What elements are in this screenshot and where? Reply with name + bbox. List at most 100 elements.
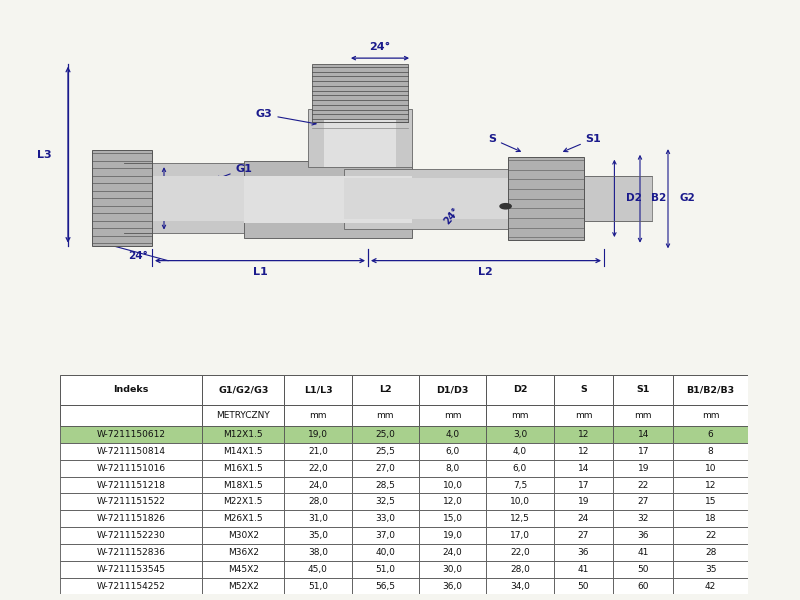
Bar <box>284 426 352 443</box>
Text: 25,5: 25,5 <box>375 447 395 456</box>
Bar <box>486 460 554 476</box>
Bar <box>60 511 202 527</box>
Bar <box>284 404 352 426</box>
Text: L3: L3 <box>37 150 51 160</box>
Bar <box>284 493 352 511</box>
Bar <box>486 375 554 404</box>
Text: W-7211151016: W-7211151016 <box>97 464 166 473</box>
Bar <box>486 527 554 544</box>
Bar <box>284 544 352 561</box>
Bar <box>284 443 352 460</box>
Text: 56,5: 56,5 <box>375 582 395 591</box>
Text: D3: D3 <box>334 78 350 88</box>
Text: 28,0: 28,0 <box>510 565 530 574</box>
Bar <box>124 176 340 221</box>
Text: mm: mm <box>377 411 394 420</box>
Text: 18: 18 <box>705 514 716 523</box>
Bar <box>674 443 748 460</box>
Bar <box>92 150 152 245</box>
Text: 6,0: 6,0 <box>446 447 460 456</box>
Text: 30,0: 30,0 <box>442 565 462 574</box>
Text: L2: L2 <box>478 267 493 277</box>
Bar <box>352 426 419 443</box>
Bar <box>244 161 412 238</box>
Bar <box>352 544 419 561</box>
Bar <box>202 404 284 426</box>
Text: 10,0: 10,0 <box>510 497 530 506</box>
Text: 15: 15 <box>705 497 716 506</box>
Bar <box>674 561 748 578</box>
Text: 3,0: 3,0 <box>513 430 527 439</box>
Bar <box>60 404 202 426</box>
Text: D2: D2 <box>626 193 642 203</box>
Text: 10,0: 10,0 <box>442 481 462 490</box>
Bar <box>419 443 486 460</box>
Bar <box>486 404 554 426</box>
Bar <box>674 476 748 493</box>
Text: 36: 36 <box>638 531 649 540</box>
Text: 24,0: 24,0 <box>442 548 462 557</box>
Bar <box>284 561 352 578</box>
Text: 12,0: 12,0 <box>442 497 462 506</box>
Text: M52X2: M52X2 <box>228 582 258 591</box>
Text: W-7211151218: W-7211151218 <box>97 481 166 490</box>
Text: 12,5: 12,5 <box>510 514 530 523</box>
Text: S: S <box>488 134 520 152</box>
Text: 19: 19 <box>578 497 590 506</box>
Bar <box>419 544 486 561</box>
Text: W-7211152230: W-7211152230 <box>97 531 166 540</box>
Bar <box>202 493 284 511</box>
Bar <box>324 120 396 167</box>
Text: 41: 41 <box>578 565 589 574</box>
Text: 28,0: 28,0 <box>308 497 328 506</box>
Text: 27: 27 <box>638 497 649 506</box>
Text: 36: 36 <box>578 548 590 557</box>
Bar <box>202 511 284 527</box>
Bar <box>584 176 652 221</box>
Text: 17: 17 <box>638 447 649 456</box>
Text: 25,0: 25,0 <box>375 430 395 439</box>
Bar <box>554 404 614 426</box>
Text: 51,0: 51,0 <box>308 582 328 591</box>
Bar <box>486 561 554 578</box>
Bar <box>486 443 554 460</box>
Bar <box>244 176 412 223</box>
Text: G2: G2 <box>680 193 696 203</box>
Bar <box>284 578 352 595</box>
Text: W-7211152836: W-7211152836 <box>97 548 166 557</box>
Bar <box>352 527 419 544</box>
Bar <box>554 527 614 544</box>
Text: 42: 42 <box>705 582 716 591</box>
Bar <box>614 493 674 511</box>
Bar <box>614 511 674 527</box>
Bar <box>614 404 674 426</box>
Text: METRYCZNY: METRYCZNY <box>216 411 270 420</box>
Text: W-7211150612: W-7211150612 <box>97 430 166 439</box>
Text: 7,5: 7,5 <box>513 481 527 490</box>
Text: 32,5: 32,5 <box>375 497 395 506</box>
Bar <box>614 527 674 544</box>
Text: 27: 27 <box>578 531 589 540</box>
Bar <box>614 443 674 460</box>
Text: 21,0: 21,0 <box>308 447 328 456</box>
Text: 6: 6 <box>708 430 714 439</box>
Text: 4,0: 4,0 <box>446 430 460 439</box>
Bar <box>674 511 748 527</box>
Bar <box>614 561 674 578</box>
Text: 24°: 24° <box>370 42 390 52</box>
Text: 40,0: 40,0 <box>375 548 395 557</box>
Bar <box>614 578 674 595</box>
Bar <box>508 157 584 240</box>
Text: D1: D1 <box>136 194 152 204</box>
Text: M36X2: M36X2 <box>228 548 258 557</box>
Text: W-7211153545: W-7211153545 <box>97 565 166 574</box>
Text: W-7211151522: W-7211151522 <box>97 497 166 506</box>
Text: mm: mm <box>444 411 462 420</box>
Text: 24°: 24° <box>442 205 462 226</box>
Bar <box>554 544 614 561</box>
Text: 4,0: 4,0 <box>513 447 527 456</box>
Bar <box>419 561 486 578</box>
Text: 35,0: 35,0 <box>308 531 328 540</box>
Text: 28: 28 <box>705 548 716 557</box>
Text: M16X1.5: M16X1.5 <box>223 464 263 473</box>
